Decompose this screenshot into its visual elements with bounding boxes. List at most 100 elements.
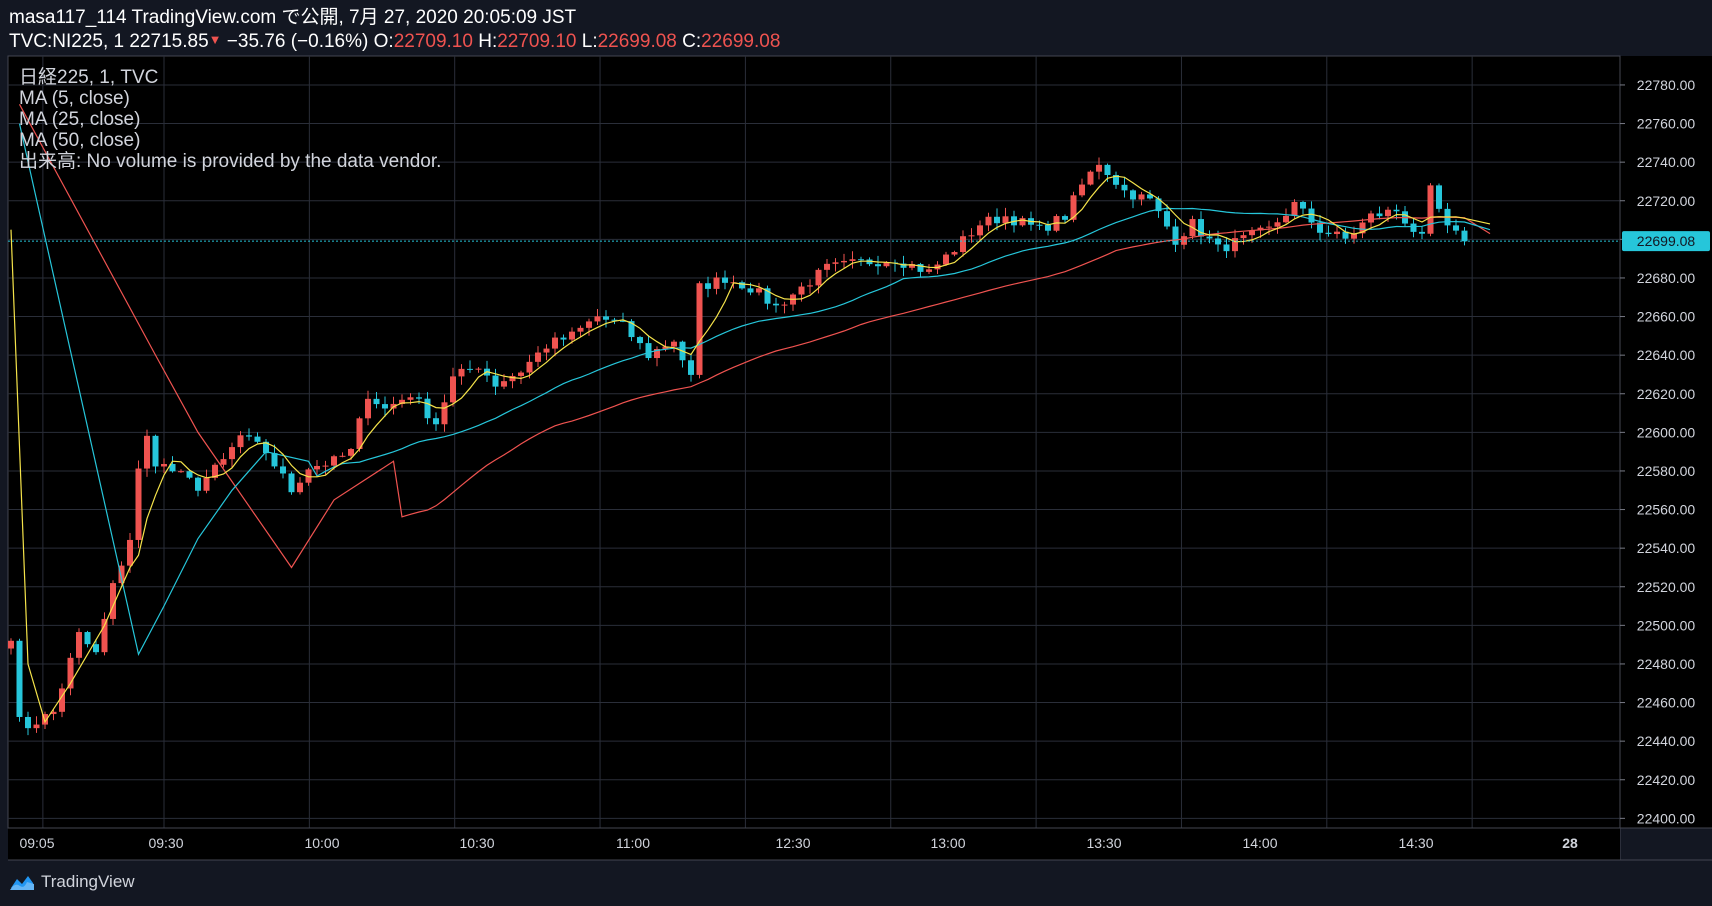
legend-ma5[interactable]: MA (5, close) [19, 88, 130, 109]
price-tick-label: 22500.00 [1637, 617, 1696, 633]
candle-body [586, 321, 592, 328]
tradingview-logo[interactable]: TradingView [9, 872, 135, 892]
time-axis[interactable] [8, 828, 1620, 860]
price-tick-label: 22520.00 [1637, 579, 1696, 595]
candle-body [1300, 201, 1306, 209]
candle-body [1079, 184, 1085, 196]
candle-body [628, 321, 635, 338]
close-label: C: [682, 31, 702, 52]
candle-body [815, 269, 822, 286]
candle-body [798, 286, 805, 295]
candle-body [407, 397, 414, 400]
time-tick-label: 10:00 [304, 835, 339, 851]
ohlc-line: TVC:NI225, 1 22715.85▼ −35.76 (−0.16%) O… [9, 29, 780, 53]
current-price-tag-bg [1622, 231, 1710, 252]
price-tick-label: 22760.00 [1637, 116, 1696, 132]
candle-body [1113, 175, 1119, 185]
candle-body [543, 348, 550, 353]
candle-body [1240, 235, 1247, 239]
candle-body [1232, 238, 1238, 252]
candle-body [365, 398, 371, 419]
time-tick-label: 10:30 [459, 835, 494, 851]
candle-body [1096, 164, 1102, 172]
time-tick-label: 11:00 [616, 835, 650, 851]
candle-body [118, 565, 125, 584]
price-axis[interactable] [1620, 56, 1712, 828]
candle-body [305, 469, 312, 483]
candle-body [1249, 230, 1255, 236]
tradingview-logo-icon [10, 876, 34, 890]
candle-body [229, 447, 235, 460]
candle-body [161, 463, 167, 467]
candle-body [1223, 244, 1230, 252]
candle-body [195, 477, 201, 491]
price-tick-label: 22620.00 [1637, 386, 1696, 402]
price-chart[interactable]: 22400.00 22420.00 22440.00 22460.00 22480.00… [0, 0, 1712, 862]
candle-body [1121, 184, 1128, 191]
candle-body [178, 471, 184, 473]
candle-body [875, 264, 881, 267]
time-tick-label: 12:30 [775, 835, 810, 851]
time-tick-label: 09:05 [19, 835, 54, 851]
candle-body [152, 435, 159, 467]
candle-body [25, 716, 31, 729]
candle-body [1274, 222, 1281, 227]
candle-body [1172, 226, 1179, 245]
time-tick-label: 13:30 [1086, 835, 1121, 851]
low-label: L: [581, 31, 598, 52]
ma50-line [18, 104, 1491, 569]
open-value: 22709.10 [393, 31, 473, 52]
candle-body [1283, 215, 1289, 223]
candle-body [237, 435, 244, 448]
candle-body [212, 464, 218, 478]
legend-symbol[interactable]: 日経225, 1, TVC [19, 67, 159, 88]
candle-body [458, 368, 465, 377]
candle-body [849, 259, 856, 261]
candle-body [348, 448, 354, 456]
candle-body [246, 435, 252, 437]
candle-body [382, 404, 388, 409]
chart-pane[interactable] [7, 55, 1621, 829]
candle-body [356, 418, 363, 449]
candle-body [475, 368, 482, 370]
candle-body [1427, 185, 1434, 234]
legend-ma50[interactable]: MA (50, close) [19, 130, 141, 151]
publish-line: masa117_114 TradingView.com で公開, 7月 27, … [9, 7, 577, 28]
price-tick-label: 22720.00 [1637, 193, 1696, 209]
price-tick-label: 22580.00 [1637, 463, 1696, 479]
candle-body [1062, 216, 1068, 220]
price-tick-label: 22780.00 [1637, 77, 1696, 93]
candle-body [492, 375, 499, 387]
candle-body [1325, 232, 1332, 235]
candle-body [1376, 213, 1383, 217]
candle-body [314, 465, 320, 470]
candle-body [1087, 171, 1094, 185]
candle-body [271, 453, 278, 467]
ma5-line [10, 175, 1491, 724]
candle-body [203, 477, 210, 491]
candle-body [186, 471, 193, 478]
candle-body [467, 368, 473, 370]
candle-body [569, 331, 575, 340]
legend-volume[interactable]: 出来高: No volume is provided by the data v… [19, 151, 442, 172]
candle-body [671, 341, 677, 347]
candle-body [1351, 233, 1357, 239]
candle-body [1104, 164, 1111, 176]
candle-body [985, 216, 992, 226]
candle-body [696, 283, 703, 375]
candle-body [144, 435, 150, 469]
candle-body [994, 216, 1000, 224]
candle-body [50, 711, 57, 715]
candle-body [84, 632, 91, 645]
legend-ma25[interactable]: MA (25, close) [19, 109, 141, 130]
high-value: 22709.10 [497, 31, 577, 52]
candle-body [518, 372, 524, 376]
footer: TradingView [0, 862, 1712, 906]
candle-body [739, 282, 745, 289]
candle-body [16, 640, 23, 717]
candle-body [331, 456, 337, 466]
candle-body [968, 235, 975, 237]
candle-body [93, 644, 99, 653]
price-change: −35.76 (−0.16%) [226, 31, 369, 52]
candle-body [1045, 224, 1051, 231]
